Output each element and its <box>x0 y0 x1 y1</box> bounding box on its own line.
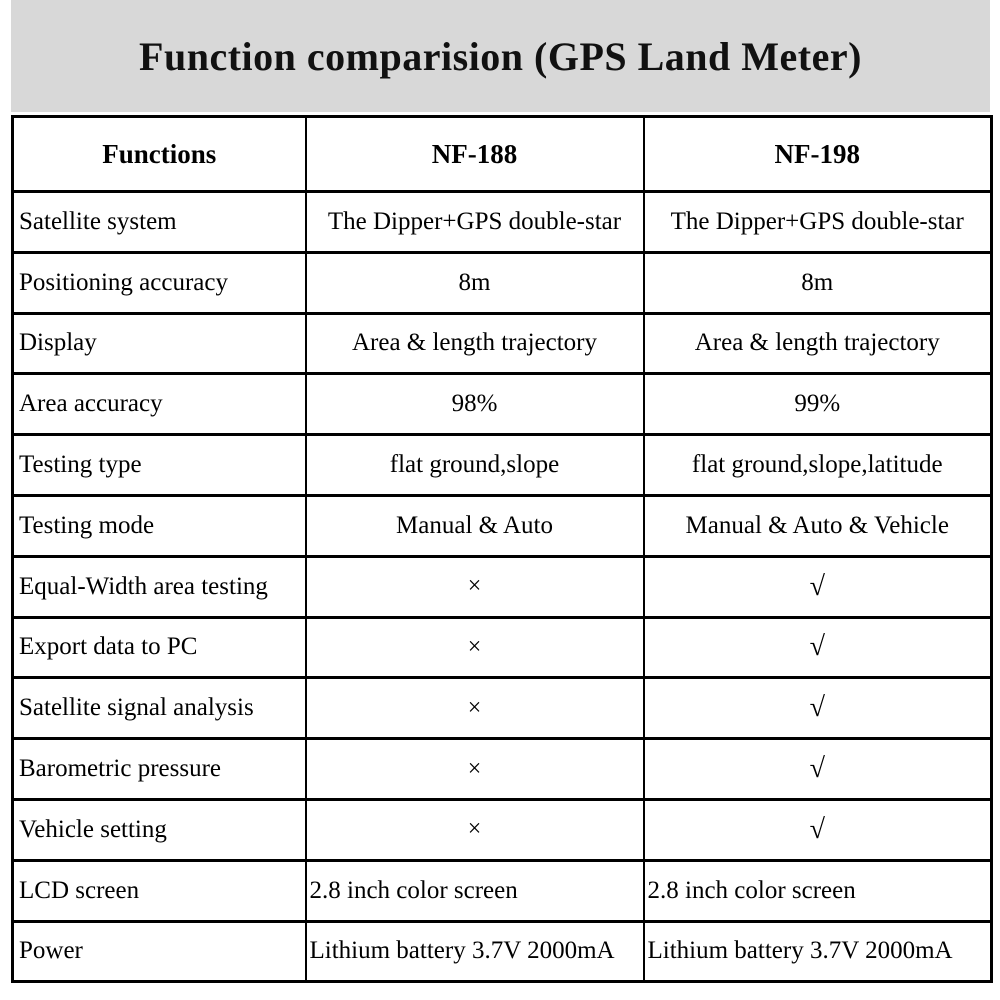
nf188-cell: Manual & Auto <box>304 493 645 558</box>
nf198-cell: The Dipper+GPS double-star <box>642 190 993 254</box>
cross-mark-icon: × <box>304 737 645 801</box>
function-cell: Display <box>11 311 307 376</box>
nf198-cell: Manual & Auto & Vehicle <box>642 493 993 558</box>
nf188-cell: Area & length trajectory <box>304 311 645 376</box>
table-row-testing-type: Testing type flat ground,slope flat grou… <box>11 433 993 497</box>
check-mark-icon: √ <box>642 737 993 801</box>
function-cell: Vehicle setting <box>11 797 307 862</box>
function-cell: Positioning accuracy <box>11 250 307 315</box>
nf188-cell: 2.8 inch color screen <box>304 858 645 923</box>
table-row-barometric-pressure: Barometric pressure × √ <box>11 737 993 801</box>
table-row-positioning-accuracy: Positioning accuracy 8m 8m <box>11 250 993 315</box>
function-cell: Barometric pressure <box>11 737 307 801</box>
nf188-cell: flat ground,slope <box>304 433 645 497</box>
table-row-equal-width-area-testing: Equal-Width area testing × √ <box>11 554 993 619</box>
page-title: Function comparision (GPS Land Meter) <box>139 33 862 79</box>
nf198-cell: Lithium battery 3.7V 2000mA <box>642 919 993 984</box>
nf198-cell: 99% <box>642 372 993 437</box>
header-row: Functions NF-188 NF-198 <box>11 115 993 193</box>
column-header-nf188: NF-188 <box>304 115 645 193</box>
table-row-satellite-system: Satellite system The Dipper+GPS double-s… <box>11 190 993 254</box>
nf188-cell: 8m <box>304 250 645 315</box>
nf198-cell: 2.8 inch color screen <box>642 858 993 923</box>
table-row-power: Power Lithium battery 3.7V 2000mA Lithiu… <box>11 919 993 984</box>
nf198-cell: Area & length trajectory <box>642 311 993 376</box>
check-mark-icon: √ <box>642 676 993 741</box>
table-row-display: Display Area & length trajectory Area & … <box>11 311 993 376</box>
function-cell: Export data to PC <box>11 615 307 680</box>
function-cell: Satellite system <box>11 190 307 254</box>
cross-mark-icon: × <box>304 797 645 862</box>
nf188-cell: 98% <box>304 372 645 437</box>
function-cell: Area accuracy <box>11 372 307 437</box>
table-row-satellite-signal-analysis: Satellite signal analysis × √ <box>11 676 993 741</box>
function-cell: Testing mode <box>11 493 307 558</box>
comparison-table: Functions NF-188 NF-198 Satellite system… <box>11 115 993 984</box>
function-cell: LCD screen <box>11 858 307 923</box>
nf188-cell: Lithium battery 3.7V 2000mA <box>304 919 645 984</box>
table-row-testing-mode: Testing mode Manual & Auto Manual & Auto… <box>11 493 993 558</box>
nf198-cell: 8m <box>642 250 993 315</box>
nf188-cell: The Dipper+GPS double-star <box>304 190 645 254</box>
table-row-area-accuracy: Area accuracy 98% 99% <box>11 372 993 437</box>
check-mark-icon: √ <box>642 797 993 862</box>
column-header-functions: Functions <box>11 115 307 193</box>
cross-mark-icon: × <box>304 615 645 680</box>
function-cell: Satellite signal analysis <box>11 676 307 741</box>
check-mark-icon: √ <box>642 554 993 619</box>
check-mark-icon: √ <box>642 615 993 680</box>
nf198-cell: flat ground,slope,latitude <box>642 433 993 497</box>
function-cell: Equal-Width area testing <box>11 554 307 619</box>
title-banner: Function comparision (GPS Land Meter) <box>11 0 990 112</box>
column-header-nf198: NF-198 <box>642 115 993 193</box>
cross-mark-icon: × <box>304 554 645 619</box>
cross-mark-icon: × <box>304 676 645 741</box>
table-row-export-data-to-pc: Export data to PC × √ <box>11 615 993 680</box>
function-cell: Power <box>11 919 307 984</box>
table-row-vehicle-setting: Vehicle setting × √ <box>11 797 993 862</box>
table-row-lcd-screen: LCD screen 2.8 inch color screen 2.8 inc… <box>11 858 993 923</box>
function-cell: Testing type <box>11 433 307 497</box>
